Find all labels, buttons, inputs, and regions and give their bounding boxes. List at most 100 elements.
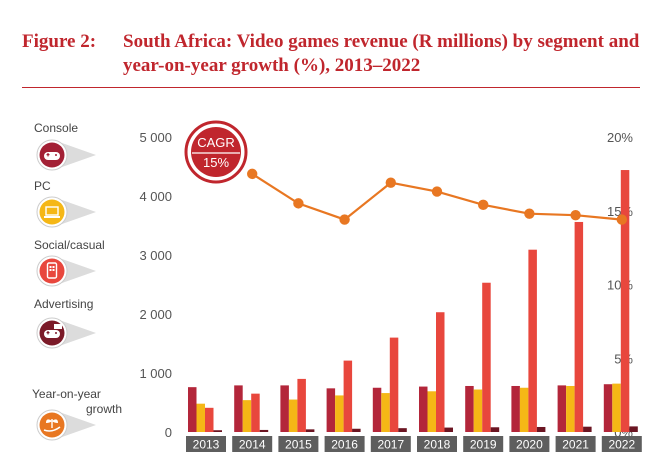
bar-console-2021 — [557, 385, 567, 432]
bar-advertising-2014 — [259, 429, 269, 432]
y-left-tick-label: 5 000 — [139, 130, 172, 145]
legend-pointer — [62, 259, 96, 283]
bar-social-casual-2013 — [205, 407, 214, 432]
legend-pointer — [62, 143, 96, 167]
ad-gamepad-icon — [44, 324, 62, 338]
legend-pointer — [62, 413, 96, 437]
x-tick-box — [601, 436, 642, 452]
bar-advertising-2022 — [629, 426, 638, 432]
x-tick-label: 2018 — [424, 438, 451, 452]
legend-icon-bg — [39, 199, 65, 225]
x-tick-box — [370, 436, 411, 452]
bar-advertising-2018 — [444, 427, 453, 432]
bar-console-2015 — [280, 385, 289, 432]
y-right-tick-label: 10% — [607, 278, 633, 293]
growth-point — [524, 208, 535, 219]
bar-social-casual-2016 — [343, 360, 353, 432]
bar-advertising-2016 — [352, 428, 361, 432]
bar-console-2019 — [465, 385, 474, 432]
bar-advertising-2013 — [213, 430, 222, 432]
cagr-badge-value: 15% — [203, 155, 229, 170]
bar-advertising-2017 — [398, 428, 407, 432]
legend-label: Year-on-year — [32, 387, 101, 401]
x-tick-label: 2017 — [377, 438, 404, 452]
x-tick-label: 2022 — [608, 438, 635, 452]
x-tick-box — [509, 436, 550, 452]
growth-point — [478, 199, 489, 211]
bar-social-casual-2014 — [251, 393, 260, 432]
x-tick-box — [278, 436, 319, 452]
bar-console-2014 — [234, 385, 243, 432]
cagr-badge-title: CAGR — [197, 135, 235, 150]
x-tick-label: 2015 — [285, 438, 312, 452]
x-tick-label: 2014 — [239, 438, 266, 452]
bar-pc-2019 — [473, 389, 483, 432]
bar-console-2017 — [372, 387, 382, 432]
x-tick-box — [232, 436, 273, 452]
legend-pointer — [62, 321, 96, 345]
growth-point — [293, 198, 304, 209]
legend-item-console: Console — [34, 121, 96, 171]
bar-console-2016 — [326, 388, 336, 432]
growth-point — [339, 214, 350, 225]
x-tick-label: 2020 — [516, 438, 543, 452]
gamepad-icon — [44, 152, 60, 160]
legend-item-pc: PC — [34, 179, 96, 228]
x-tick-box — [186, 436, 226, 452]
bar-pc-2016 — [335, 395, 344, 432]
x-tick-box — [324, 436, 365, 452]
bar-social-casual-2020 — [528, 249, 537, 432]
x-tick-box — [417, 436, 457, 452]
bar-console-2020 — [511, 385, 520, 432]
y-left-tick-label: 3 000 — [139, 248, 172, 263]
legend-label: Console — [34, 121, 78, 135]
bar-social-casual-2015 — [297, 378, 306, 432]
laptop-icon — [44, 206, 60, 218]
legend-icon-bg — [39, 258, 65, 284]
x-tick-label: 2021 — [562, 438, 589, 452]
x-tick-box — [463, 436, 504, 452]
legend-label: PC — [34, 179, 51, 193]
growth-point — [431, 186, 443, 197]
bar-pc-2017 — [381, 393, 390, 432]
bar-pc-2020 — [519, 387, 529, 432]
legend-pointer — [62, 200, 96, 224]
legend-label: growth — [86, 402, 122, 416]
y-left-tick-label: 1 000 — [139, 366, 172, 381]
bar-social-casual-2021 — [574, 221, 584, 432]
y-left-tick-label: 2 000 — [139, 307, 172, 322]
bar-console-2018 — [419, 386, 428, 432]
y-left-tick-label: 0 — [165, 425, 172, 440]
figure-title: South Africa: Video games revenue (R mil… — [123, 31, 640, 76]
smartphone-icon — [46, 262, 58, 279]
growth-point — [616, 214, 627, 225]
legend-item-advertising: Advertising — [34, 297, 96, 349]
bar-pc-2015 — [288, 399, 298, 432]
growth-point — [570, 209, 581, 221]
y-left-tick-label: 4 000 — [139, 189, 172, 204]
figure-label: Figure 2: — [22, 31, 97, 52]
x-tick-label: 2016 — [331, 438, 358, 452]
x-tick-box — [555, 436, 596, 452]
bar-advertising-2020 — [536, 426, 546, 432]
bar-pc-2013 — [196, 403, 205, 432]
y-right-tick-label: 20% — [607, 130, 633, 145]
cagr-badge: CAGR 15% — [184, 120, 248, 184]
growth-hand-icon — [43, 419, 61, 432]
title-rule — [22, 87, 640, 88]
bar-social-casual-2017 — [389, 337, 399, 432]
growth-point — [385, 177, 396, 188]
cagr-badge-fill — [191, 127, 241, 177]
x-tick-label: 2013 — [193, 438, 220, 452]
legend-label: Social/casual — [34, 238, 105, 252]
bar-console-2013 — [188, 387, 197, 432]
legend-item-social-casual: Social/casual — [34, 238, 105, 287]
bar-pc-2014 — [242, 400, 252, 432]
bar-social-casual-2019 — [482, 282, 491, 432]
bar-pc-2022 — [612, 383, 621, 432]
x-tick-label: 2019 — [470, 438, 497, 452]
bar-console-2022 — [603, 384, 613, 432]
bar-social-casual-2022 — [620, 170, 630, 433]
